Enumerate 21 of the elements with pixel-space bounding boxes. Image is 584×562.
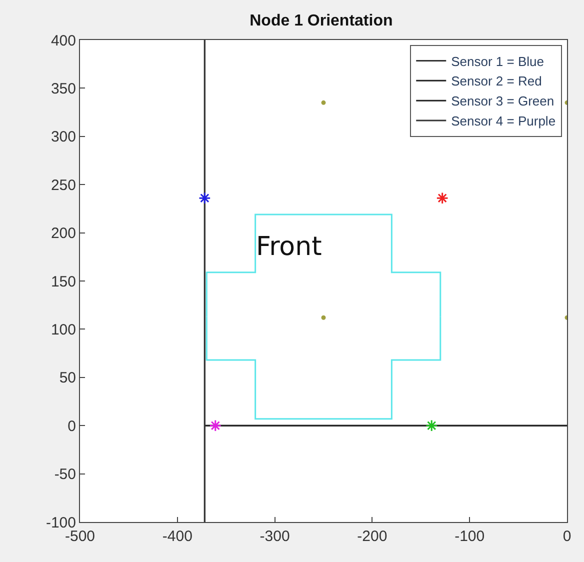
legend-label: Sensor 1 = Blue xyxy=(451,54,544,69)
legend-label: Sensor 2 = Red xyxy=(451,74,542,89)
y-tick-label: 200 xyxy=(50,225,76,242)
annotation: Front xyxy=(256,232,322,262)
x-tick-label: 0 xyxy=(562,528,572,545)
x-tick-label: -200 xyxy=(357,528,388,545)
y-tick-label: -50 xyxy=(54,466,76,484)
x-tick-label: -100 xyxy=(454,528,485,545)
y-tick-label: 250 xyxy=(50,176,76,194)
y-tick-label: 400 xyxy=(50,32,76,50)
legend-label: Sensor 3 = Green xyxy=(451,94,554,109)
y-tick-label: 350 xyxy=(50,80,76,98)
legend-label: Sensor 4 = Purple xyxy=(451,114,556,129)
y-tick-label: 0 xyxy=(68,418,76,435)
y-tick-label: 300 xyxy=(50,128,76,146)
y-tick-label: 150 xyxy=(50,273,76,290)
chart-title: Node 1 Orientation xyxy=(250,12,393,30)
y-tick-label: 50 xyxy=(59,370,76,387)
x-tick-label: -400 xyxy=(162,528,192,545)
y-tick-label: 100 xyxy=(50,321,76,338)
x-tick-label: -300 xyxy=(260,528,290,545)
